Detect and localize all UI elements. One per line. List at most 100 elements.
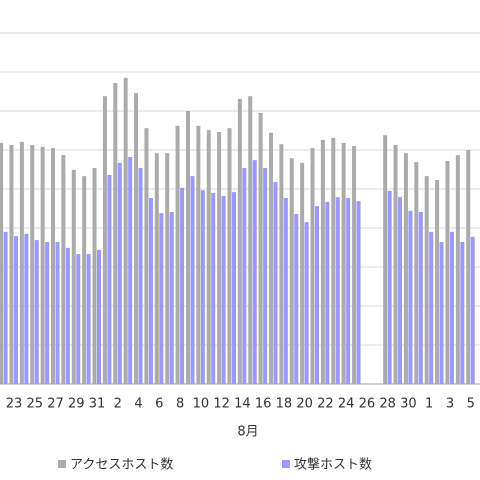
bar bbox=[263, 167, 268, 384]
bar bbox=[19, 141, 24, 384]
bar bbox=[273, 181, 278, 384]
x-tick-label: 20 bbox=[296, 397, 313, 412]
bar bbox=[320, 139, 325, 384]
x-tick-label: 27 bbox=[47, 397, 64, 412]
bar bbox=[300, 162, 305, 384]
x-tick-label: 10 bbox=[193, 397, 210, 412]
bar bbox=[424, 176, 429, 384]
x-axis-label: 8月 bbox=[237, 425, 258, 440]
bar bbox=[466, 150, 471, 384]
bar bbox=[269, 132, 273, 384]
x-tick-label: 23 bbox=[6, 397, 23, 412]
bar bbox=[242, 167, 247, 384]
x-tick-label: 22 bbox=[317, 397, 334, 412]
bar bbox=[200, 190, 205, 384]
bar bbox=[61, 155, 66, 384]
bar bbox=[123, 77, 128, 384]
bar bbox=[449, 231, 454, 384]
x-tick-label: 3 bbox=[446, 397, 454, 412]
bar bbox=[97, 249, 102, 384]
x-tick-label: 5 bbox=[467, 397, 475, 412]
bar bbox=[24, 233, 29, 384]
bar bbox=[346, 197, 351, 384]
x-tick-label: 29 bbox=[68, 397, 85, 412]
bar bbox=[304, 222, 309, 384]
bar bbox=[148, 197, 153, 384]
legend-swatch bbox=[282, 460, 290, 468]
bar bbox=[325, 201, 330, 384]
bar bbox=[117, 162, 122, 384]
bar bbox=[185, 111, 190, 384]
bar bbox=[341, 142, 346, 384]
bar bbox=[92, 167, 97, 384]
x-tick-label: 4 bbox=[134, 397, 142, 412]
x-tick-label: 8 bbox=[176, 397, 184, 412]
bar bbox=[113, 82, 118, 385]
bar bbox=[315, 206, 320, 384]
bar bbox=[331, 137, 336, 384]
bar bbox=[279, 144, 284, 384]
bar bbox=[439, 242, 444, 384]
legend-swatch bbox=[58, 460, 66, 468]
x-tick-label: 31 bbox=[89, 397, 106, 412]
bar bbox=[414, 162, 419, 384]
bar bbox=[248, 96, 253, 385]
bar bbox=[82, 176, 87, 384]
bar bbox=[3, 231, 8, 384]
bar bbox=[460, 242, 465, 384]
x-tick-label: 18 bbox=[276, 397, 293, 412]
bar bbox=[252, 160, 257, 384]
bar bbox=[14, 236, 18, 384]
bar bbox=[335, 197, 340, 384]
bar bbox=[107, 174, 112, 384]
bar bbox=[40, 146, 45, 384]
x-tick-label: 25 bbox=[26, 397, 43, 412]
bar bbox=[403, 153, 408, 384]
bar bbox=[159, 213, 164, 384]
bar bbox=[175, 125, 180, 384]
bar bbox=[165, 153, 170, 384]
x-tick-label: 30 bbox=[400, 397, 417, 412]
bar bbox=[128, 157, 133, 384]
bar bbox=[86, 254, 91, 384]
bar bbox=[470, 236, 475, 384]
bar bbox=[9, 144, 14, 384]
bar bbox=[398, 197, 403, 384]
bar bbox=[429, 231, 434, 384]
bar bbox=[258, 112, 263, 384]
bar bbox=[55, 242, 60, 384]
bar bbox=[435, 180, 440, 384]
legend-label: 攻撃ホスト数 bbox=[294, 457, 372, 473]
bar bbox=[76, 254, 81, 384]
bar bbox=[227, 128, 232, 384]
bar bbox=[211, 192, 216, 384]
bar bbox=[283, 197, 288, 384]
bar bbox=[294, 213, 299, 384]
bar bbox=[30, 144, 35, 384]
bar bbox=[408, 210, 413, 384]
x-tick-label: 12 bbox=[213, 397, 230, 412]
x-tick-label: 24 bbox=[338, 397, 355, 412]
bar bbox=[393, 144, 398, 384]
bar bbox=[356, 201, 361, 384]
x-tick-label: 6 bbox=[155, 397, 163, 412]
x-tick-label: 2 bbox=[114, 397, 122, 412]
bar bbox=[387, 190, 392, 384]
x-tick-label: 16 bbox=[255, 397, 272, 412]
x-tick-label: 28 bbox=[379, 397, 396, 412]
bar bbox=[206, 130, 211, 384]
bar bbox=[289, 158, 294, 384]
x-tick-label: 26 bbox=[359, 397, 376, 412]
bar bbox=[71, 169, 76, 384]
bar bbox=[0, 142, 4, 384]
bar bbox=[65, 247, 70, 384]
bar bbox=[352, 146, 357, 384]
bar bbox=[196, 125, 201, 384]
bar bbox=[34, 240, 39, 384]
bar bbox=[154, 153, 159, 384]
bar bbox=[180, 187, 185, 384]
bar bbox=[45, 242, 50, 384]
bar bbox=[51, 148, 56, 384]
x-tick-label: 14 bbox=[234, 397, 251, 412]
